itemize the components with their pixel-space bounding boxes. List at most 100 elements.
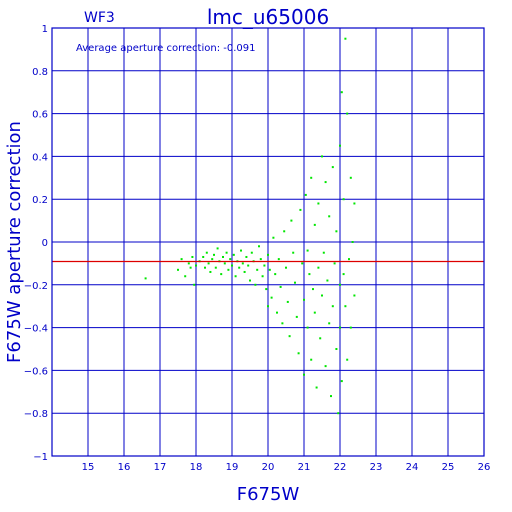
y-tick-label: 0.8 [32,67,48,78]
data-point [259,258,262,261]
data-point [303,373,305,376]
data-point [288,335,291,338]
data-point [277,258,280,261]
y-tick-label: 1 [42,24,48,35]
data-point [243,270,246,273]
data-point [351,241,354,243]
x-tick-label: 17 [154,462,167,473]
data-point [281,322,284,325]
chart-title: lmc_u65006 [207,5,329,29]
data-point [265,288,268,291]
data-point [340,91,343,94]
data-point [310,176,313,179]
data-point [238,266,241,269]
y-axis-label: F675W aperture correction [4,121,25,363]
x-tick-label: 22 [334,462,347,473]
y-tick-label: 0.4 [32,152,48,163]
data-point [270,296,273,299]
data-point [349,326,352,329]
data-point [301,262,304,265]
data-point [204,266,206,269]
x-tick-label: 23 [370,462,383,473]
data-point [261,275,264,278]
data-point [321,294,323,297]
data-point [328,322,331,325]
data-point [267,305,269,308]
data-point [232,253,235,256]
x-tick-label: 15 [82,462,95,473]
data-point [324,181,327,184]
data-point [189,266,192,269]
data-point [346,358,349,361]
y-tick-label: −1 [33,452,48,463]
y-tick-label: −0.6 [24,366,48,377]
data-point [256,268,259,271]
data-point [344,37,347,40]
data-point [231,264,233,267]
data-point [279,285,282,288]
data-point [274,273,277,276]
data-point [258,245,260,248]
y-tick-labels: −1 −0.8 −0.6 −0.4 −0.2 0 0.2 0.4 0.6 0.8 1 [24,24,48,463]
data-point [241,262,244,265]
data-point [209,270,212,273]
data-point [333,262,336,265]
data-point [191,255,194,258]
average-annotation: Average aperture correction: -0.091 [76,43,256,54]
data-point [353,294,356,297]
data-point [339,144,341,147]
data-point [342,273,345,276]
data-point [339,283,341,286]
x-tick-label: 16 [118,462,131,473]
data-point [205,251,208,254]
data-point [290,219,293,222]
data-point [177,268,179,271]
y-tick-label: 0 [42,238,48,249]
data-point [315,386,318,389]
data-point [267,253,269,256]
data-point [195,264,197,267]
data-point [346,112,349,115]
data-point [223,262,226,265]
data-point [324,365,327,368]
data-point [331,305,334,308]
data-point [321,155,323,158]
data-point [317,266,320,269]
data-point [353,202,356,205]
data-point [335,348,338,350]
data-point [254,283,257,286]
data-point [312,288,314,291]
data-point [225,251,228,254]
plot-frame [51,27,485,457]
data-point [213,253,215,256]
data-point [313,223,316,226]
data-point [313,311,316,314]
x-tick-label: 19 [226,462,239,473]
data-point [310,358,313,361]
data-point [144,277,147,280]
data-point [283,230,286,233]
data-point [263,264,266,267]
x-axis-label: F675W [237,484,300,505]
data-point [247,264,250,267]
data-point [339,326,341,329]
data-point [349,176,352,179]
x-tick-label: 26 [478,462,491,473]
data-point [292,251,295,254]
y-tick-label: −0.4 [24,324,48,335]
x-tick-label: 24 [406,462,419,473]
data-point [294,281,296,284]
data-point [295,315,298,318]
y-tick-label: −0.2 [24,281,48,292]
grid [51,27,485,457]
data-point [286,300,289,303]
data-point [306,326,309,329]
data-point [331,166,334,169]
y-tick-label: 0.6 [32,110,48,121]
data-point [304,193,307,196]
data-point [180,258,183,261]
chip-label: WF3 [84,10,115,26]
data-point [227,268,230,271]
data-point [317,202,320,205]
